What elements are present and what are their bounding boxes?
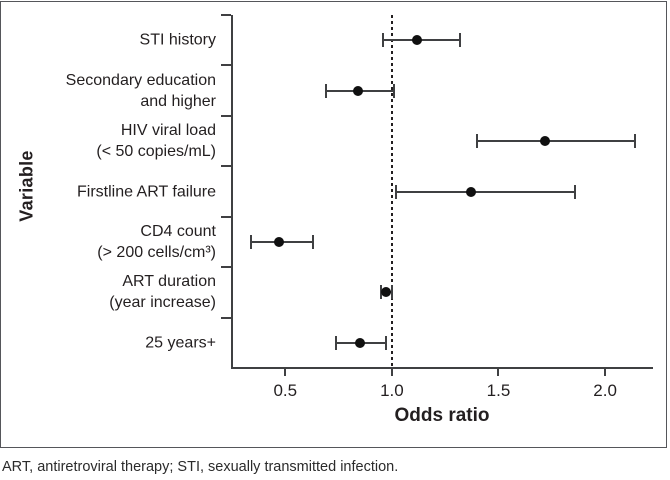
ci-cap-low xyxy=(395,184,398,199)
y-axis-tick xyxy=(221,64,231,67)
ci-cap-low xyxy=(335,335,338,350)
x-tick-label: 1.0 xyxy=(380,381,404,400)
y-axis-tick xyxy=(221,14,231,16)
point-dot xyxy=(354,337,365,348)
point-dot xyxy=(352,85,363,96)
point-dot xyxy=(273,236,284,247)
ci-cap-high xyxy=(393,83,396,98)
category-label: ART duration (year increase) xyxy=(109,273,216,312)
y-axis-tick xyxy=(221,114,231,117)
x-axis-tick xyxy=(284,369,287,376)
ci-cap-high xyxy=(574,184,577,199)
category-label: HIV viral load (< 50 copies/mL) xyxy=(96,122,216,161)
point-dot xyxy=(380,287,391,298)
x-axis xyxy=(231,367,653,369)
ci-cap-low xyxy=(476,134,479,149)
y-axis xyxy=(231,15,233,369)
ci-bar xyxy=(396,190,576,193)
ci-cap-high xyxy=(459,33,462,48)
ci-cap-low xyxy=(382,33,385,48)
point-dot xyxy=(540,136,551,147)
footnote: ART, antiretroviral therapy; STI, sexual… xyxy=(2,459,399,475)
category-label: 25 years+ xyxy=(145,334,216,352)
x-tick-label: 1.5 xyxy=(486,381,511,400)
category-label: Firstline ART failure xyxy=(76,183,216,200)
category-label: STI history xyxy=(139,31,216,49)
y-axis-title: Variable xyxy=(16,150,37,222)
x-axis-tick xyxy=(604,369,607,376)
ci-cap-low xyxy=(250,234,253,249)
ci-cap-low xyxy=(324,83,327,98)
x-axis-tick xyxy=(497,369,500,376)
x-tick-label: 2.0 xyxy=(593,381,617,400)
point-dot xyxy=(465,186,476,197)
y-axis-tick xyxy=(221,316,231,319)
y-axis-tick xyxy=(221,266,231,269)
reference-line xyxy=(390,15,393,368)
ci-cap-high xyxy=(390,285,393,300)
x-tick-label: 0.5 xyxy=(273,381,298,400)
x-axis-tick xyxy=(390,369,393,376)
ci-bar xyxy=(477,140,635,143)
figure-border xyxy=(0,1,667,448)
ci-cap-high xyxy=(633,134,636,149)
ci-cap-high xyxy=(312,234,314,249)
y-axis-tick xyxy=(221,215,231,218)
category-label: Secondary education and higher xyxy=(65,71,216,110)
point-dot xyxy=(412,35,423,46)
category-label: CD4 count (> 200 cells/cm³) xyxy=(97,222,216,261)
x-axis-title: Odds ratio xyxy=(394,405,490,426)
y-axis-tick xyxy=(221,165,231,168)
ci-cap-high xyxy=(384,335,387,350)
